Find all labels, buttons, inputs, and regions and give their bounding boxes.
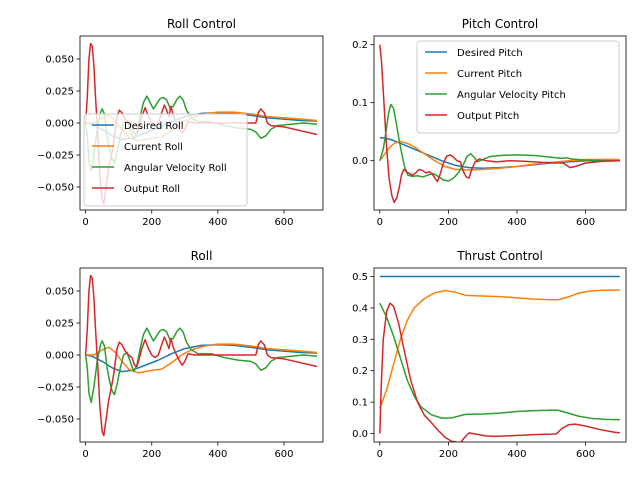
thrust-control-axes-frame xyxy=(373,267,627,443)
thrust-control-ytick-label: 0.0 xyxy=(352,429,368,440)
thrust-control-series-3 xyxy=(379,302,620,442)
pitch-control-xtick-label: 0 xyxy=(377,217,383,228)
thrust-control-xtick-label: 600 xyxy=(576,449,595,460)
subplot-roll-control: Roll Control 0 200 400 600 −0.050 −0.025 0.000 0… xyxy=(37,17,324,228)
roll-xtick-label: 200 xyxy=(142,449,161,460)
roll-control-legend-label-angular-velocity-roll: Angular Velocity Roll xyxy=(124,163,227,174)
roll-control-title: Roll Control xyxy=(167,17,236,31)
pitch-control-series-output-pitch xyxy=(379,44,620,204)
roll-control-legend-label-output-roll: Output Roll xyxy=(124,184,180,195)
roll-xtick-label: 600 xyxy=(274,449,293,460)
roll-ytick-label: 0.025 xyxy=(45,319,74,330)
subplot-roll: Roll 0 200 400 600 −0.050 −0.025 0.000 0.025 0.05… xyxy=(37,249,324,460)
roll-ytick-label: 0.050 xyxy=(45,287,74,298)
pitch-control-axes-frame xyxy=(373,35,627,211)
thrust-control-plot-area xyxy=(379,275,620,442)
pitch-control-xtick-label: 200 xyxy=(439,217,458,228)
roll-series-3 xyxy=(84,274,318,437)
pitch-control-ytick-label: 0.0 xyxy=(352,156,368,167)
roll-control-xtick-label: 400 xyxy=(208,217,227,228)
pitch-control-legend-box xyxy=(416,40,620,134)
thrust-control-ytick-label: 0.1 xyxy=(352,398,368,409)
roll-control-ytick-label: 0.000 xyxy=(45,119,74,130)
pitch-control-xtick-label: 600 xyxy=(576,217,595,228)
thrust-control-ytick-label: 0.2 xyxy=(352,366,368,377)
pitch-control-xtick-label: 400 xyxy=(507,217,526,228)
pitch-control-series-angular-velocity-pitch xyxy=(379,103,620,182)
subplot-thrust-control: Thrust Control 0 200 400 600 0.0 0.1 0.2 0.3 0.4 0… xyxy=(352,249,627,460)
thrust-control-xtick-label: 200 xyxy=(439,449,458,460)
roll-ytick-label: 0.000 xyxy=(45,351,74,362)
roll-plot-area xyxy=(84,274,318,437)
thrust-control-series-1 xyxy=(379,289,620,409)
thrust-control-xtick-label: 0 xyxy=(377,449,383,460)
pitch-control-title: Pitch Control xyxy=(462,17,538,31)
roll-series-0 xyxy=(85,344,318,373)
thrust-control-ytick-label: 0.5 xyxy=(352,272,368,283)
roll-control-legend-box xyxy=(83,113,248,207)
roll-control-ytick-label: 0.050 xyxy=(45,55,74,66)
roll-control-ytick-label: 0.025 xyxy=(45,87,74,98)
roll-control-xtick-label: 200 xyxy=(142,217,161,228)
roll-series-1 xyxy=(85,343,318,374)
roll-xtick-label: 0 xyxy=(82,449,88,460)
subplot-pitch-control: Pitch Control 0 200 400 600 0.0 0.1 0.2 Desired … xyxy=(352,17,627,228)
pitch-control-plot-area xyxy=(379,44,620,204)
pitch-control-legend: Desired Pitch Current Pitch Angular Veloci… xyxy=(416,40,620,134)
thrust-control-ytick-label: 0.3 xyxy=(352,335,368,346)
roll-control-legend-label-current-roll: Current Roll xyxy=(124,142,183,153)
thrust-control-ytick-label: 0.4 xyxy=(352,303,368,314)
roll-title: Roll xyxy=(191,249,213,263)
roll-control-legend-label-desired-roll: Desired Roll xyxy=(124,121,184,132)
pitch-control-legend-label-current-pitch: Current Pitch xyxy=(457,69,522,80)
roll-control-xtick-label: 0 xyxy=(82,217,88,228)
pitch-control-legend-label-output-pitch: Output Pitch xyxy=(457,111,519,122)
thrust-control-series-2 xyxy=(379,302,620,421)
roll-ytick-label: −0.025 xyxy=(37,382,74,393)
roll-series-2 xyxy=(84,327,318,404)
roll-ytick-label: −0.050 xyxy=(37,414,74,425)
thrust-control-xtick-label: 400 xyxy=(507,449,526,460)
thrust-control-title: Thrust Control xyxy=(456,249,543,263)
roll-control-legend: Desired Roll Current Roll Angular Velocity… xyxy=(83,113,248,207)
pitch-control-ytick-label: 0.1 xyxy=(352,98,368,109)
pitch-control-legend-label-desired-pitch: Desired Pitch xyxy=(457,48,523,59)
pitch-control-legend-label-angular-velocity-pitch: Angular Velocity Pitch xyxy=(457,90,566,101)
roll-control-ytick-label: −0.025 xyxy=(37,150,74,161)
roll-control-xtick-label: 600 xyxy=(274,217,293,228)
pitch-control-ytick-label: 0.2 xyxy=(352,40,368,51)
roll-xtick-label: 400 xyxy=(208,449,227,460)
roll-control-ytick-label: −0.050 xyxy=(37,182,74,193)
